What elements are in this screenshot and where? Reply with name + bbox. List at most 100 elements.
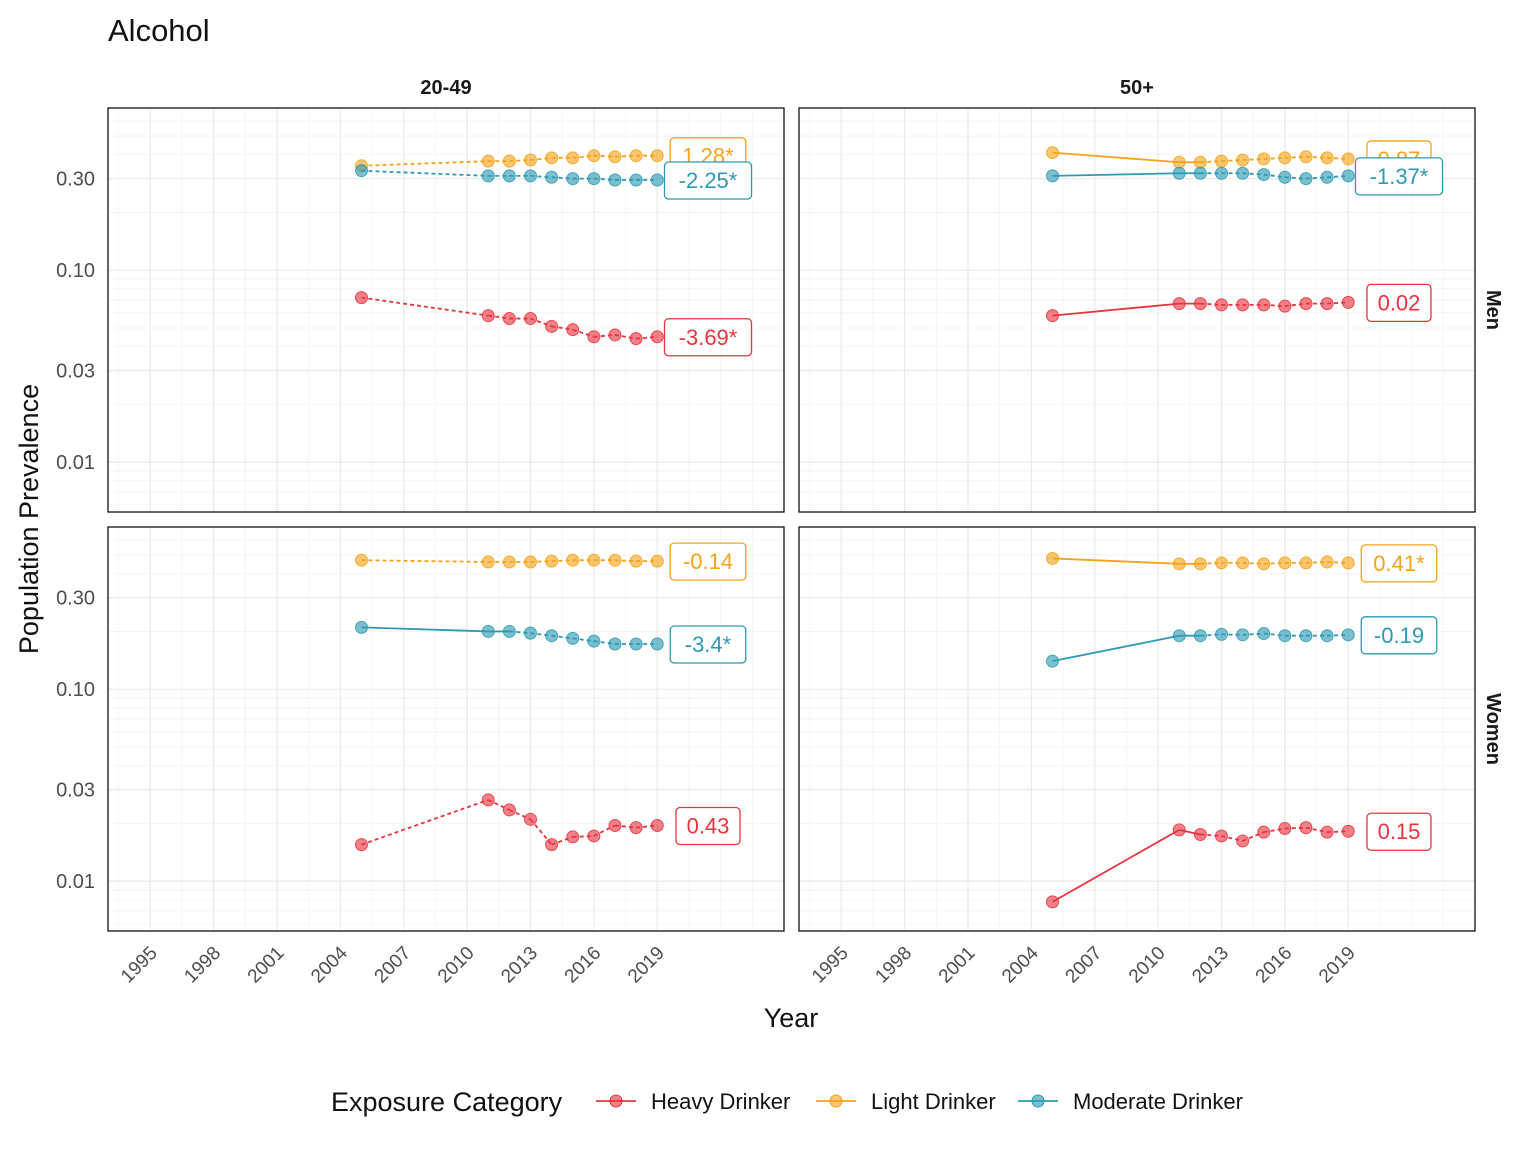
- x-tick-label: 1998: [180, 943, 225, 988]
- annotation-label: 0.43: [687, 813, 730, 838]
- annotation-label: 0.02: [1378, 290, 1421, 315]
- series-line-segment: [1052, 151, 1180, 164]
- data-point: [1236, 153, 1250, 167]
- data-point: [1341, 628, 1355, 642]
- data-point: [587, 634, 601, 648]
- legend-label: Moderate Drinker: [1073, 1089, 1243, 1114]
- y-tick-label: 0.10: [56, 679, 95, 701]
- data-point: [650, 330, 664, 344]
- series-moderate-drinker: [1046, 627, 1355, 668]
- data-point: [1215, 298, 1228, 312]
- data-point: [1046, 309, 1059, 323]
- trend-annotation-moderate-drinker: -2.25*: [663, 161, 753, 200]
- series-heavy-drinker: [1046, 295, 1355, 323]
- x-tick-label: 2016: [561, 943, 606, 988]
- legend-label: Light Drinker: [871, 1089, 996, 1114]
- series-line-segment: [529, 818, 553, 846]
- data-point: [355, 620, 368, 634]
- annotation-box: [1354, 157, 1444, 196]
- data-point: [1278, 822, 1292, 836]
- data-point: [1215, 556, 1228, 570]
- data-point: [1341, 152, 1355, 166]
- data-point: [608, 150, 622, 164]
- data-point: [608, 553, 622, 567]
- trend-annotation-light-drinker: 0.41*: [1360, 544, 1438, 583]
- legend-item-light-drinker: Light Drinker: [816, 1089, 996, 1114]
- trend-annotation-light-drinker: -0.14: [669, 542, 747, 581]
- data-point: [1236, 166, 1250, 180]
- data-point: [545, 554, 559, 568]
- data-point: [1215, 154, 1228, 168]
- data-point: [650, 818, 664, 832]
- data-point: [1278, 299, 1292, 313]
- data-point: [587, 553, 601, 567]
- data-point: [1172, 166, 1186, 180]
- data-point: [1299, 821, 1313, 835]
- data-point: [502, 169, 516, 183]
- data-point: [355, 553, 368, 567]
- data-point: [587, 829, 601, 843]
- annotation-label: 0.15: [1378, 819, 1421, 844]
- y-axis-title: Population Prevalence: [14, 384, 44, 654]
- annotation-box: [1366, 812, 1432, 851]
- series-line-segment: [361, 296, 489, 317]
- data-point: [1236, 298, 1250, 312]
- data-point: [1193, 828, 1207, 842]
- x-tick-label: 2010: [434, 943, 479, 988]
- data-point: [1236, 834, 1250, 848]
- data-point: [524, 555, 537, 569]
- data-point: [1320, 170, 1334, 184]
- data-point: [1299, 297, 1313, 311]
- series-line-segment: [361, 169, 489, 177]
- data-point: [1278, 629, 1292, 643]
- data-point: [545, 151, 559, 165]
- data-point: [1046, 895, 1059, 909]
- x-tick-label: 2007: [371, 943, 416, 988]
- series-moderate-drinker: [355, 164, 664, 187]
- data-point: [524, 626, 537, 640]
- series-line-segment: [1052, 302, 1180, 317]
- annotation-box: [1366, 283, 1432, 323]
- y-tick-label: 0.03: [56, 780, 95, 802]
- annotation-box: [663, 161, 753, 200]
- annotation-box: [1360, 544, 1438, 583]
- data-point: [1046, 551, 1059, 565]
- y-tick-label: 0.10: [56, 260, 95, 282]
- data-point: [1046, 169, 1059, 183]
- data-point: [1215, 627, 1228, 641]
- data-point: [608, 173, 622, 187]
- series-light-drinker: [355, 553, 664, 569]
- legend-key-point: [1031, 1094, 1045, 1108]
- data-point: [545, 319, 559, 333]
- data-point: [1341, 295, 1355, 309]
- annotation-label: -3.4*: [685, 632, 732, 657]
- data-point: [1193, 629, 1207, 643]
- data-point: [1257, 557, 1271, 571]
- trend-annotation-moderate-drinker: -0.19: [1360, 616, 1438, 655]
- data-point: [524, 812, 537, 826]
- annotation-box: [663, 318, 753, 357]
- data-point: [355, 838, 368, 852]
- data-point: [1320, 825, 1334, 839]
- panel-border: [798, 107, 1476, 513]
- x-tick-label: 2007: [1062, 943, 1107, 988]
- facet-strip-50: 50+: [1120, 77, 1154, 99]
- data-point: [355, 164, 368, 178]
- data-point: [608, 328, 622, 342]
- data-point: [481, 169, 495, 183]
- chart-title: Alcohol: [108, 13, 210, 48]
- panel-20-49-men: -3.69*1.28*-2.25*: [107, 107, 785, 513]
- data-point: [502, 555, 516, 569]
- data-point: [524, 153, 537, 167]
- series-light-drinker: [1046, 551, 1355, 571]
- data-point: [1172, 823, 1186, 837]
- data-point: [1193, 166, 1207, 180]
- series-moderate-drinker: [355, 620, 664, 651]
- data-point: [1257, 298, 1271, 312]
- data-point: [1172, 297, 1186, 311]
- trend-annotation-heavy-drinker: -3.69*: [663, 318, 753, 357]
- trend-annotation-moderate-drinker: -3.4*: [669, 625, 747, 664]
- data-point: [629, 554, 643, 568]
- annotation-label: -1.37*: [1370, 164, 1429, 189]
- data-point: [1046, 146, 1059, 160]
